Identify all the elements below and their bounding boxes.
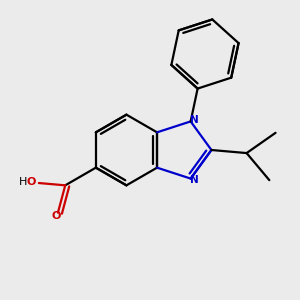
Text: N: N xyxy=(190,175,199,185)
Text: H: H xyxy=(19,177,27,187)
Text: N: N xyxy=(190,115,199,125)
Text: O: O xyxy=(27,177,36,187)
Text: O: O xyxy=(52,211,61,220)
